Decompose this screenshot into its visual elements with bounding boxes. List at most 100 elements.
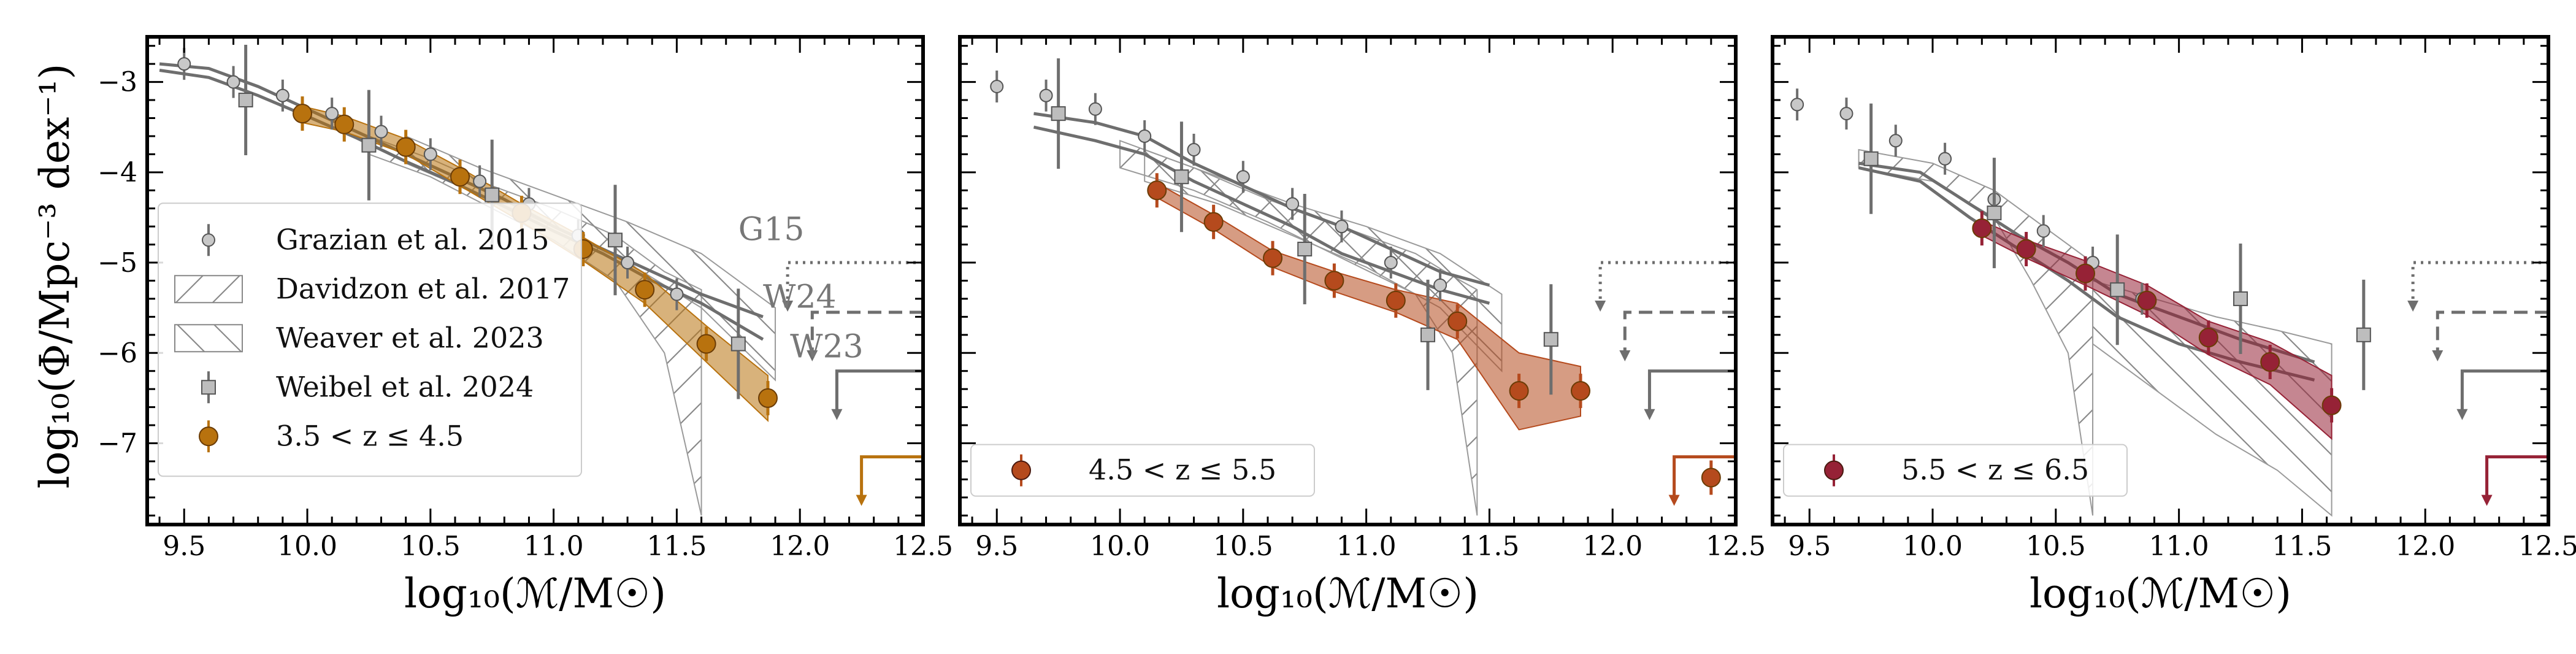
x-tick-label: 12.0 <box>1582 531 1643 562</box>
weibel-point <box>608 233 623 248</box>
legend-box <box>1783 444 2128 497</box>
this-work-upper-limit <box>1673 455 1736 500</box>
legend-label: Weibel et al. 2024 <box>276 370 534 403</box>
grazian-point <box>423 147 437 161</box>
grazian-point <box>1138 129 1152 143</box>
weibel-point <box>2110 282 2125 298</box>
grazian-point <box>325 107 339 121</box>
legend-marker <box>174 275 243 304</box>
grazian-point <box>1236 170 1250 184</box>
grazian-point <box>226 75 240 89</box>
annotation-g15: G15 <box>738 211 805 248</box>
panel-z4: G15 W24 W23 9.5 10.0 10.5 11.0 11.5 12.0 12.5 −3 −4… <box>98 35 953 617</box>
this-work-point <box>696 334 716 354</box>
legend-label: Davidzon et al. 2017 <box>276 272 570 305</box>
x-tick-label: 12.0 <box>770 531 830 562</box>
legend-marker <box>1824 460 1844 480</box>
weibel-point <box>485 187 500 202</box>
upper-limit-arrow-icon <box>2481 494 2493 506</box>
grazian-point <box>621 256 635 270</box>
grazian-point <box>670 287 684 301</box>
this-work-point <box>1701 467 1721 488</box>
this-work-point <box>1571 381 1590 401</box>
plot-area <box>990 58 1721 516</box>
grazian-point <box>177 57 191 71</box>
upper-limit-arrow-icon <box>807 350 818 362</box>
x-tick-label: 11.5 <box>1459 531 1519 562</box>
upper-limit-w23 <box>835 369 923 414</box>
x-tick-label: 11.0 <box>524 531 584 562</box>
grazian-point <box>473 174 487 188</box>
weibel-point <box>1174 169 1189 185</box>
upper-limit-arrow-icon <box>2456 409 2468 420</box>
legend-label: Grazian et al. 2015 <box>276 223 550 256</box>
panel-z6: 9.5 10.0 10.5 11.0 11.5 12.0 12.5 log₁₀(ℳ/M☉) 5.… <box>1771 35 2576 617</box>
x-tick-label: 12.0 <box>2395 531 2455 562</box>
y-tick-label: −6 <box>98 337 137 369</box>
legend-box <box>158 202 582 477</box>
this-work-point <box>2198 328 2218 348</box>
weibel-point <box>1420 327 1436 342</box>
upper-limit-w23 <box>2460 369 2548 414</box>
this-work-point <box>1447 311 1468 331</box>
x-axis-label: log₁₀(ℳ/M☉) <box>2030 570 2291 617</box>
grazian-point <box>275 88 289 102</box>
x-tick-label: 11.5 <box>646 531 707 562</box>
grazian-point <box>1839 107 1853 121</box>
y-axis-label: log₁₀(Φ/Mpc⁻³ dex⁻¹) <box>31 64 79 489</box>
this-work-upper-limit <box>2485 455 2548 500</box>
x-tick-label: 11.0 <box>1336 531 1397 562</box>
this-work-point <box>396 137 416 157</box>
x-tick-label: 11.0 <box>2149 531 2209 562</box>
this-work-band <box>1981 220 2333 440</box>
upper-limit-w24 <box>2436 310 2548 356</box>
upper-limit-w23 <box>1647 369 1736 414</box>
x-tick-label: 10.5 <box>1213 531 1273 562</box>
this-work-band <box>1156 182 1581 431</box>
this-work-point <box>1263 248 1283 268</box>
upper-limit-g15 <box>2411 261 2548 306</box>
x-tick-label: 12.5 <box>2518 531 2576 562</box>
x-tick-label: 11.5 <box>2272 531 2332 562</box>
grazian-point <box>1790 98 1804 112</box>
legend-box <box>970 444 1315 497</box>
upper-limit-g15 <box>786 261 923 306</box>
upper-limit-arrow-icon <box>2407 301 2419 312</box>
y-tick-label: −5 <box>98 247 137 279</box>
weibel-point <box>1863 151 1879 166</box>
this-work-point <box>2260 352 2280 372</box>
y-tick-label: −7 <box>98 428 137 460</box>
weibel-point <box>1051 106 1066 121</box>
legend-marker <box>199 426 218 447</box>
this-work-point <box>2321 395 2342 415</box>
grazian-point <box>2036 224 2050 238</box>
x-tick-label: 9.5 <box>163 531 205 562</box>
upper-limit-arrow-icon <box>2432 350 2444 362</box>
grazian-point <box>990 79 1004 93</box>
this-work-point <box>334 114 355 134</box>
upper-limit-arrow-icon <box>831 409 843 420</box>
panel-z5: 9.5 10.0 10.5 11.0 11.5 12.0 12.5 log₁₀(ℳ/M☉) 4.… <box>958 35 1766 617</box>
weibel-point <box>238 93 253 108</box>
legend-label: 5.5 < z ≤ 6.5 <box>1901 453 2089 487</box>
weibel-point <box>2356 327 2371 342</box>
this-work-point <box>450 167 470 187</box>
weibel-point <box>1987 206 2002 221</box>
upper-limit-arrow-icon <box>782 301 794 312</box>
legend-label: 3.5 < z ≤ 4.5 <box>276 419 464 452</box>
x-tick-label: 9.5 <box>975 531 1018 562</box>
x-tick-label: 12.5 <box>893 531 953 562</box>
x-tick-label: 10.0 <box>277 531 337 562</box>
this-work-upper-limit <box>860 455 923 500</box>
upper-limit-w24 <box>810 310 923 356</box>
plot-area <box>1790 88 2371 517</box>
upper-limit-arrow-icon <box>1644 409 1655 420</box>
hatch-band-weaver <box>2092 280 2333 517</box>
upper-limit-arrow-icon <box>1668 494 1680 506</box>
this-work-point <box>2016 239 2036 259</box>
this-work-point <box>1147 180 1167 201</box>
x-axis-label: log₁₀(ℳ/M☉) <box>1217 570 1479 617</box>
this-work-point <box>758 388 778 408</box>
annotation-w23: W23 <box>790 329 864 366</box>
grazian-point <box>1888 134 1903 148</box>
